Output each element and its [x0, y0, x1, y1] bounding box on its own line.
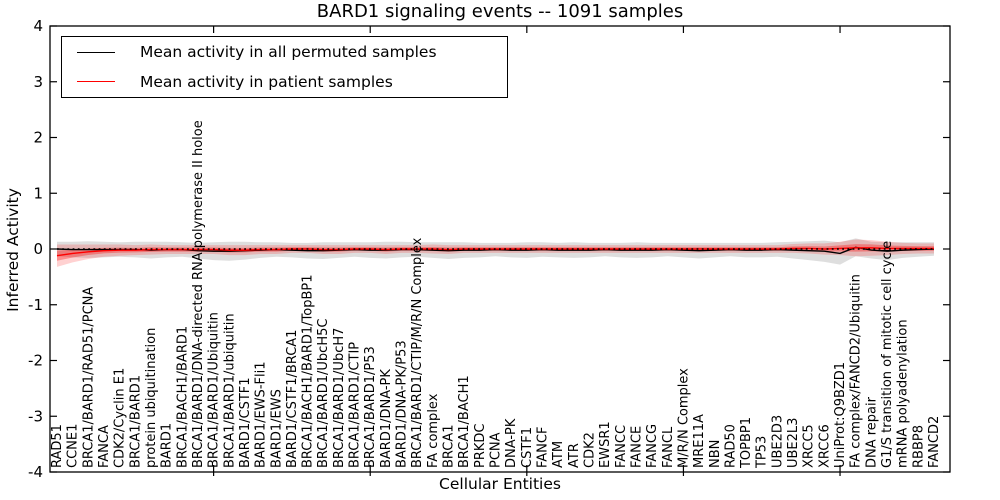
x-tick-label: M/R/N Complex — [676, 368, 691, 468]
x-tick-label: UniProt:Q9BZD1 — [833, 362, 848, 468]
x-tick-label: BRCA1/BARD1/CTIP — [348, 342, 363, 468]
legend: Mean activity in all permuted samples Me… — [61, 36, 508, 98]
chart-title: BARD1 signaling events -- 1091 samples — [316, 1, 684, 22]
x-tick-label: FANCD2 — [927, 416, 942, 468]
x-tick-label: UBE2D3 — [770, 415, 785, 468]
x-tick-label: BARD1/CSTF1/BRCA1 — [285, 330, 300, 468]
x-tick-label: BARD1/CSTF1 — [238, 377, 253, 468]
x-tick-label: BRCA1/BARD1/DNA-directed RNA polymerase … — [191, 120, 206, 468]
x-tick-label: FANCA — [97, 425, 112, 468]
y-tick-label: 3 — [33, 73, 43, 91]
x-axis-label: Cellular Entities — [439, 475, 561, 493]
x-tick-label: FA complex/FANCD2/Ubiquitin — [849, 274, 864, 468]
y-tick-label: 1 — [33, 184, 43, 202]
x-tick-label: protein ubiquitination — [144, 328, 159, 468]
x-tick-label: DNA repair — [864, 396, 879, 468]
x-tick-label: RAD50 — [723, 424, 738, 468]
patient-band-outer — [57, 239, 934, 267]
x-tick-label: FANCE — [629, 426, 644, 468]
legend-label-permuted: Mean activity in all permuted samples — [140, 43, 437, 62]
y-tick-label: -2 — [28, 352, 43, 370]
x-tick-label: CDK2/Cyclin E1 — [113, 368, 128, 468]
x-tick-label: PRKDC — [473, 424, 488, 468]
x-tick-label: CDK2 — [582, 432, 597, 468]
y-tick-label: -3 — [28, 407, 43, 425]
legend-line-patient-icon — [77, 81, 115, 83]
x-tick-label: ATM — [551, 441, 566, 468]
x-tick-label: BRCA1/BACH1 — [457, 375, 472, 468]
x-tick-label: MRE11A — [692, 414, 707, 468]
x-tick-label: BRCA1/BARD1/UbcH5C — [316, 319, 331, 468]
x-tick-label: BRCA1/BARD1/Ubiquitin — [207, 312, 222, 468]
y-tick-label: -4 — [28, 463, 43, 481]
y-tick-label: 0 — [33, 240, 43, 258]
x-tick-label: EWSR1 — [598, 421, 613, 468]
x-tick-label: BRCA1/BARD1 — [128, 375, 143, 468]
x-tick-label: TP53 — [755, 436, 770, 469]
x-tick-label: FANCG — [645, 424, 660, 468]
x-tick-label: ATR — [567, 443, 582, 468]
y-tick-label: 4 — [33, 17, 43, 35]
x-tick-label: NBN — [708, 440, 723, 468]
x-tick-label: XRCC5 — [802, 424, 817, 468]
legend-label-patient: Mean activity in patient samples — [140, 72, 393, 91]
x-tick-label: BRCA1/BARD1/P53 — [363, 346, 378, 468]
x-tick-label: BARD1/EWS-Fli1 — [254, 362, 269, 469]
x-tick-label: CCNE1 — [66, 424, 81, 468]
x-tick-label: BARD1/DNA-PK — [379, 369, 394, 468]
x-tick-label: G1/S transition of mitotic cell cycle — [880, 241, 895, 468]
legend-item-patient: Mean activity in patient samples — [62, 68, 507, 96]
x-tick-label: BARD1 — [160, 423, 175, 468]
x-tick-label: FANCF — [535, 427, 550, 468]
x-tick-label: UBE2L3 — [786, 418, 801, 468]
x-tick-label: BRCA1/BARD1/CTIP/M/R/N Complex — [410, 237, 425, 468]
x-tick-label: FANCC — [614, 425, 629, 468]
x-tick-label: RBBP8 — [911, 425, 926, 468]
legend-item-permuted: Mean activity in all permuted samples — [62, 38, 507, 66]
x-tick-label: DNA-PK — [504, 418, 519, 468]
x-tick-label: XRCC6 — [817, 424, 832, 468]
x-tick-label: FANCL — [661, 426, 676, 468]
x-tick-label: TOPBP1 — [739, 417, 754, 469]
x-tick-label: BRCA1 — [442, 424, 457, 468]
permuted-band — [57, 238, 934, 265]
x-tick-label: FA complex — [426, 393, 441, 468]
x-tick-label: PCNA — [489, 432, 504, 468]
x-tick-label: RAD51 — [50, 424, 65, 468]
x-tick-label: BRCA1/BARD1/UbcH7 — [332, 328, 347, 468]
x-tick-label: BRCA1/BACH1/BARD1/TopBP1 — [301, 275, 316, 468]
x-tick-label: CSTF1 — [520, 427, 535, 468]
x-tick-label: BRCA1/BARD1/ubiquitin — [222, 313, 237, 468]
y-tick-label: 2 — [33, 129, 43, 147]
x-tick-label: mRNA polyadenylation — [896, 319, 911, 468]
x-tick-label: BARD1/EWS — [269, 389, 284, 468]
y-tick-label: -1 — [28, 296, 43, 314]
x-tick-label: BRCA1/BACH1/BARD1 — [175, 326, 190, 468]
x-tick-label: BARD1/DNA-PK/P53 — [395, 340, 410, 468]
legend-line-permuted-icon — [77, 51, 115, 53]
x-tick-label: BRCA1/BARD1/RAD51/PCNA — [81, 287, 96, 468]
